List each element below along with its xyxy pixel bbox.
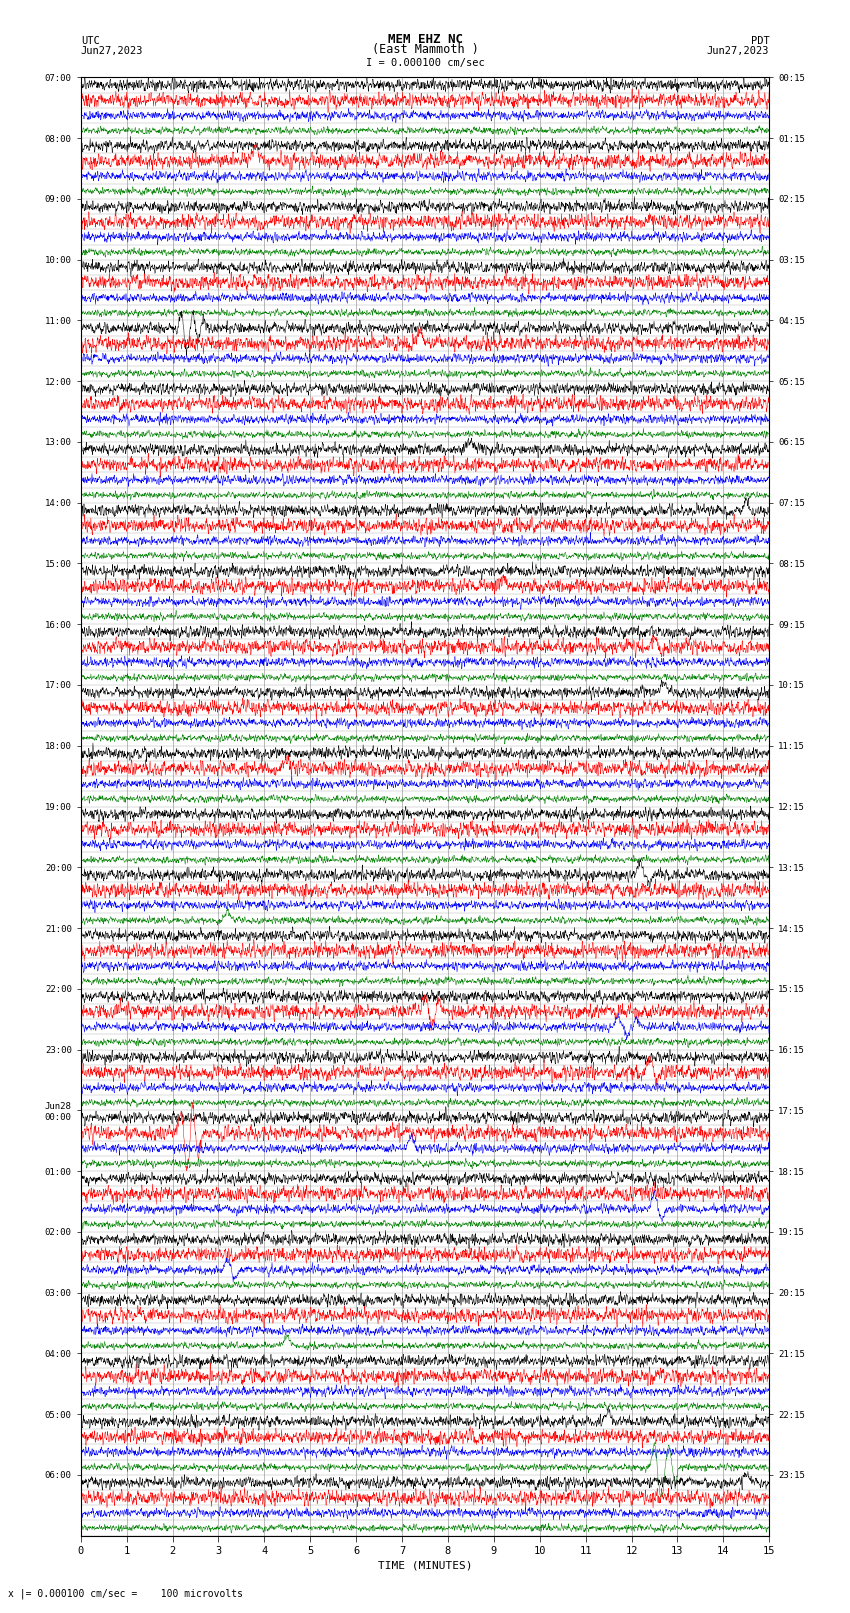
Text: PDT: PDT [751, 35, 769, 45]
Text: x |= 0.000100 cm/sec =    100 microvolts: x |= 0.000100 cm/sec = 100 microvolts [8, 1589, 243, 1598]
Text: (East Mammoth ): (East Mammoth ) [371, 44, 479, 56]
Text: I = 0.000100 cm/sec: I = 0.000100 cm/sec [366, 58, 484, 68]
Text: UTC: UTC [81, 35, 99, 45]
Text: Jun27,2023: Jun27,2023 [81, 47, 144, 56]
Text: MEM EHZ NC: MEM EHZ NC [388, 32, 462, 45]
X-axis label: TIME (MINUTES): TIME (MINUTES) [377, 1560, 473, 1569]
Text: Jun27,2023: Jun27,2023 [706, 47, 769, 56]
